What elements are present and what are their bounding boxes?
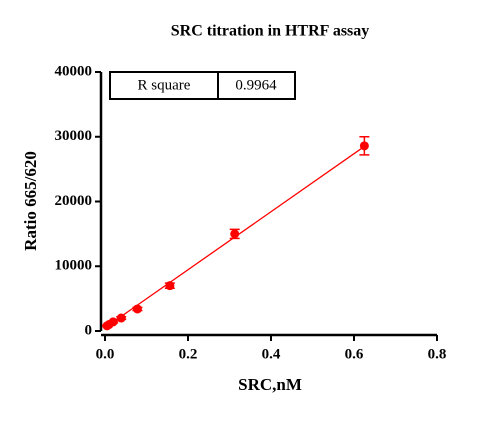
y-tick-label: 30000 [55,128,93,144]
data-point [116,313,126,323]
x-tick-label: 0.2 [179,346,198,362]
y-tick-label: 40000 [55,63,93,79]
x-axis-label: SRC,nM [238,375,302,394]
y-tick-label: 10000 [55,258,93,274]
data-point [132,304,142,314]
data-point [108,317,118,327]
data-point [165,281,175,291]
data-point [230,229,240,239]
inset-table [109,71,296,100]
x-tick-label: 0.6 [345,346,364,362]
x-tick-label: 0.8 [428,346,447,362]
x-tick-label: 0.0 [96,346,115,362]
y-tick-label: 20000 [55,193,93,209]
y-tick-label: 0 [85,322,93,338]
x-tick-label: 0.4 [262,346,281,362]
y-axis-label: Ratio 665/620 [21,151,40,251]
table-label: R square [138,77,191,93]
chart-title: SRC titration in HTRF assay [171,23,370,40]
table-value: 0.9964 [235,77,277,93]
data-point [359,141,369,151]
